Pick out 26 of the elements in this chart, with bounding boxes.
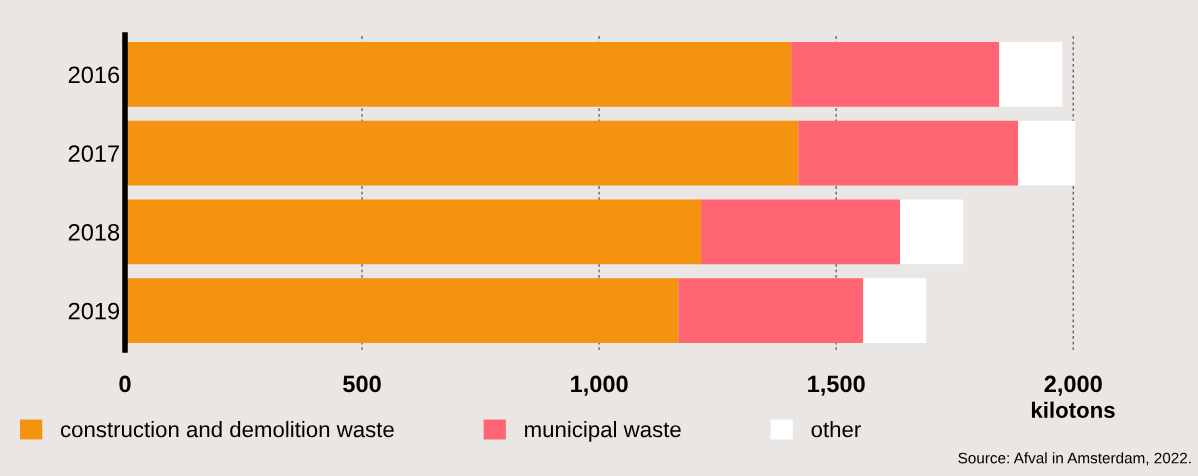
bar (999, 42, 1063, 107)
legend-label: construction and demolition waste (60, 421, 394, 438)
bar (125, 199, 702, 265)
x-tick-label: 1,500 (808, 375, 865, 396)
bar (863, 278, 927, 343)
bar (678, 278, 864, 343)
bar (125, 120, 799, 186)
bar (125, 278, 679, 343)
x-tick-label: 2,000 (1044, 375, 1102, 396)
bar (798, 120, 1019, 186)
y-tick-label: 2019 (68, 302, 120, 320)
y-tick-label: 2016 (68, 66, 120, 84)
x-axis-title: kilotons (1031, 401, 1115, 418)
x-tick-label: 1,000 (571, 375, 628, 396)
legend-label: municipal waste (525, 421, 681, 442)
bar (900, 199, 964, 265)
source-note: Source: Afval in Amsterdam, 2022. (958, 452, 1191, 466)
y-tick-label: 2018 (68, 223, 120, 241)
bar (125, 42, 792, 107)
bar (791, 42, 1000, 107)
bar (701, 199, 901, 265)
bar (1018, 120, 1076, 186)
legend-label: other (811, 421, 861, 438)
x-tick-label: 0 (119, 375, 131, 393)
x-tick-label: 500 (343, 375, 381, 393)
y-tick-label: 2017 (68, 145, 119, 162)
